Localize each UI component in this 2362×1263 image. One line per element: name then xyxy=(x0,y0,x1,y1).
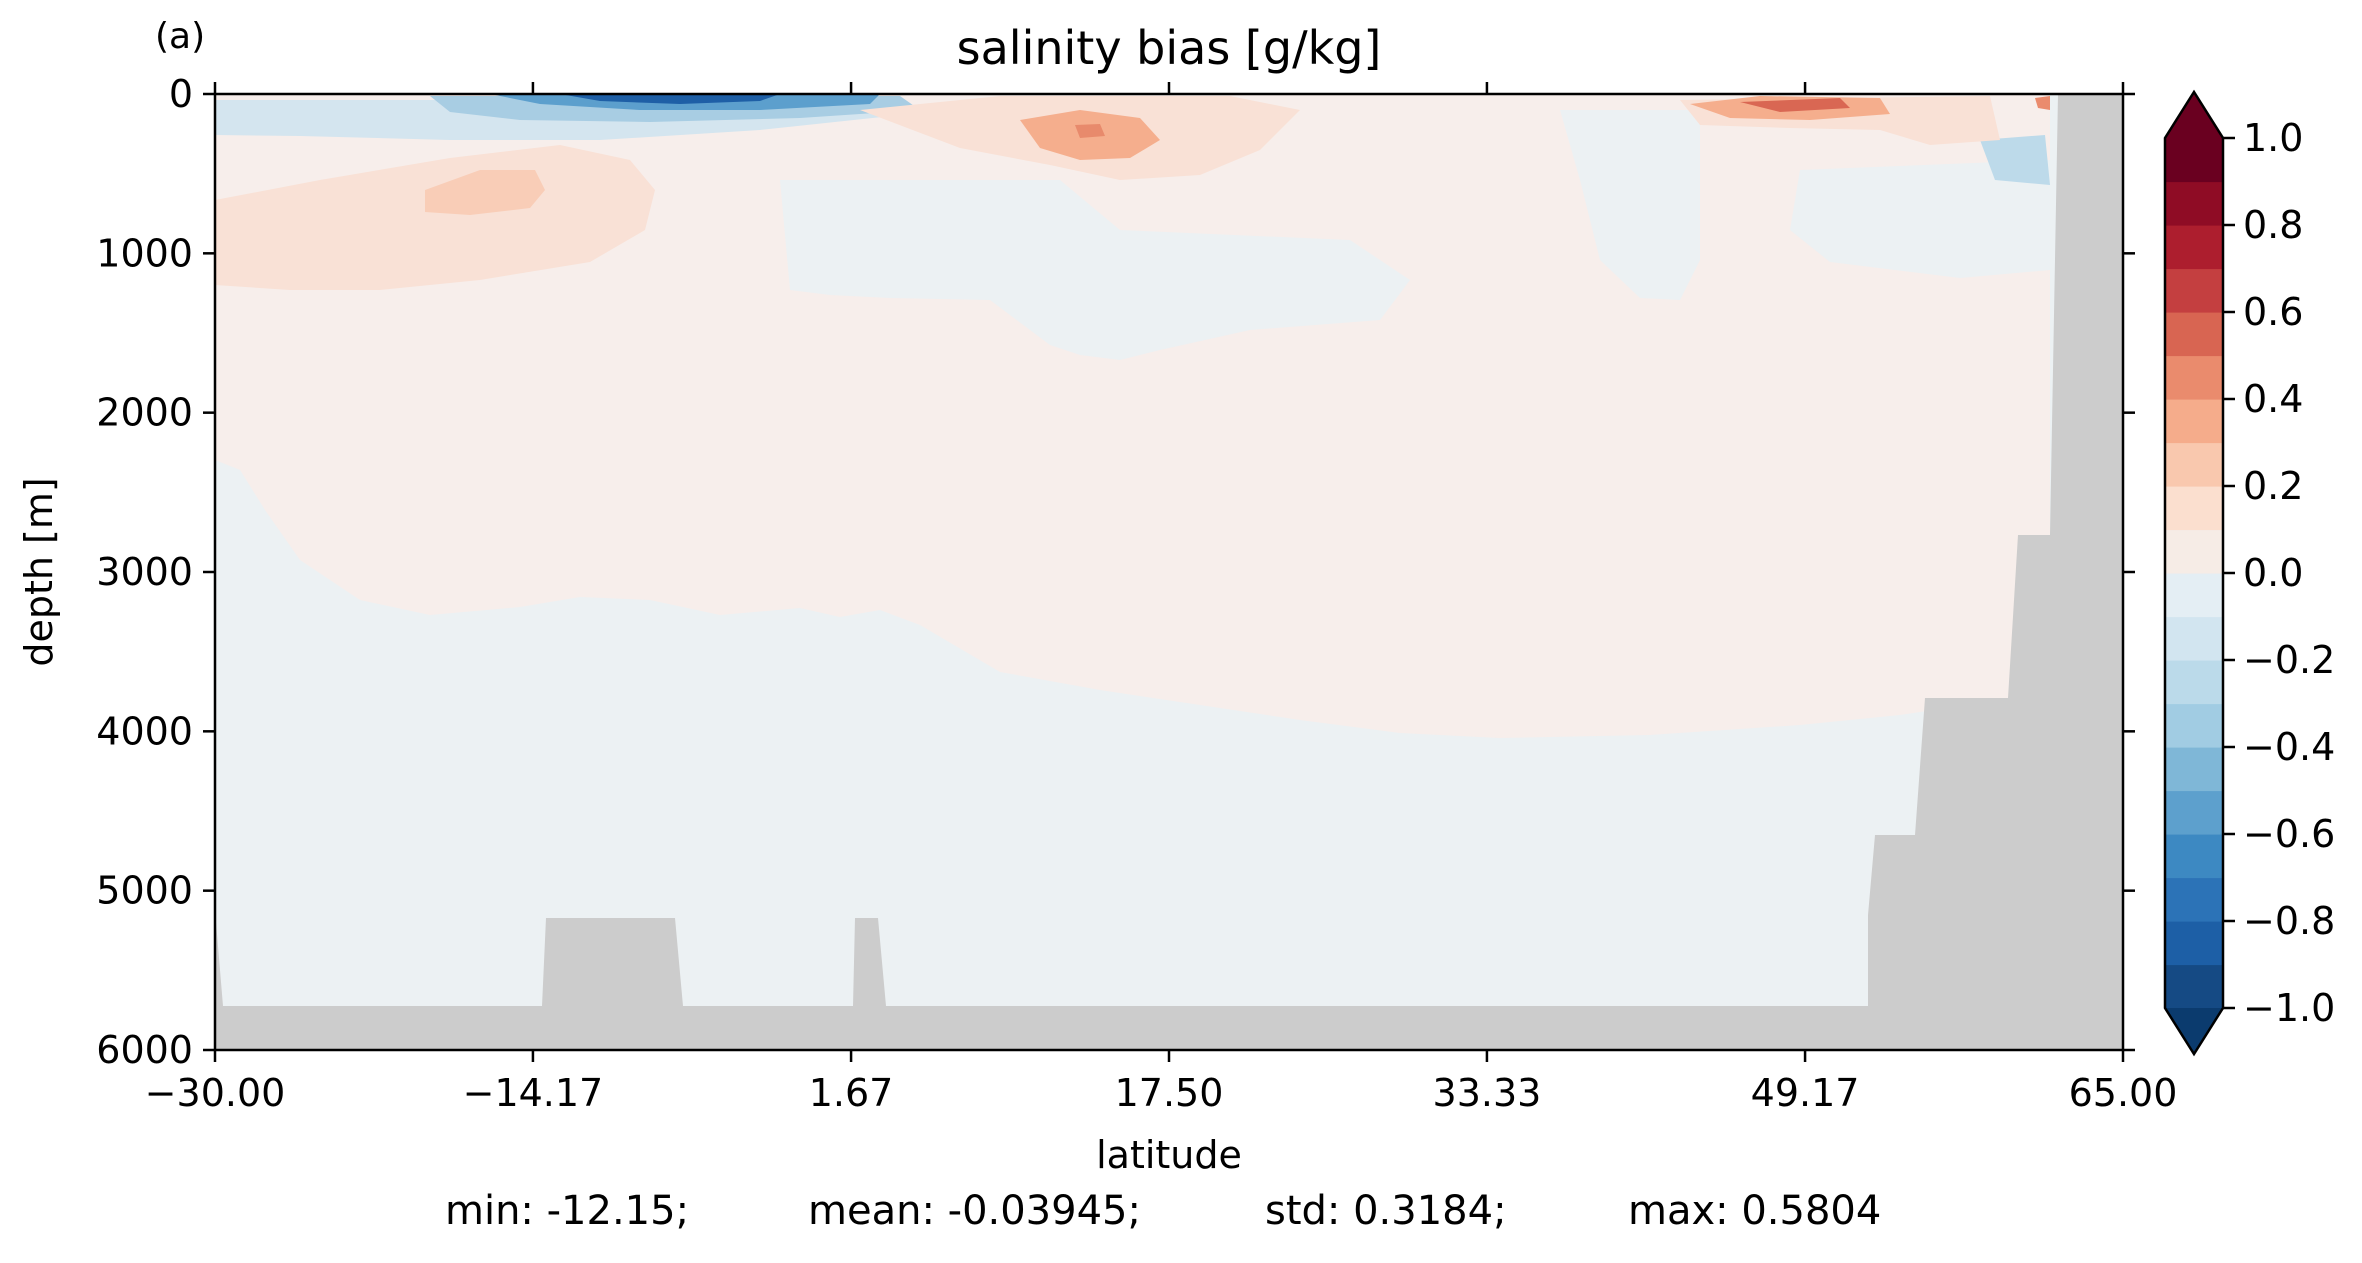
colorbar-level xyxy=(2165,138,2223,183)
colorbar-tick-label: −1.0 xyxy=(2243,986,2335,1030)
y-tick-label: 2000 xyxy=(96,391,193,435)
colorbar-tick-label: 0.2 xyxy=(2243,464,2303,508)
colorbar-tick-label: −0.4 xyxy=(2243,725,2335,769)
colorbar: 1.0 0.8 0.6 0.4 0.2 0.0 −0.2 −0.4 −0.6 −0.8 −1.0 xyxy=(2163,89,2335,1057)
x-axis-label: latitude xyxy=(1096,1133,1242,1177)
northern-fresh-lobe-east xyxy=(1790,160,2050,278)
northern-fresh-lobe xyxy=(1560,110,1700,300)
x-tick-label: 49.17 xyxy=(1751,1071,1860,1115)
colorbar-extend-min xyxy=(2165,1008,2223,1054)
colorbar-level xyxy=(2165,964,2223,1009)
plot-area xyxy=(215,94,2123,1050)
mid-depth-fresh-tongue xyxy=(780,180,1410,360)
colorbar-level xyxy=(2165,573,2223,618)
colorbar-extend-max xyxy=(2165,92,2223,138)
y-tick-label: 0 xyxy=(169,72,193,116)
colorbar-level xyxy=(2165,181,2223,226)
panel-label: (a) xyxy=(155,16,205,57)
colorbar-tick-label: 0.0 xyxy=(2243,551,2303,595)
land-mask xyxy=(215,94,2123,1050)
colorbar-level xyxy=(2165,703,2223,748)
colorbar-level xyxy=(2165,268,2223,313)
colorbar-level xyxy=(2165,747,2223,792)
colorbar-tick-label: −0.2 xyxy=(2243,638,2335,682)
colorbar-level xyxy=(2165,834,2223,879)
colorbar-level xyxy=(2165,616,2223,661)
stat-min: min: -12.15; xyxy=(445,1188,690,1234)
colorbar-level xyxy=(2165,399,2223,444)
colorbar-tick-label: 0.4 xyxy=(2243,377,2303,421)
colorbar-level xyxy=(2165,486,2223,531)
x-tick-label: −14.17 xyxy=(463,1071,604,1115)
colorbar-level xyxy=(2165,790,2223,835)
colorbar-level xyxy=(2165,225,2223,270)
x-tick-label: 65.00 xyxy=(2069,1071,2178,1115)
stats-line: min: -12.15; mean: -0.03945; std: 0.3184… xyxy=(0,1188,2362,1238)
stat-max: max: 0.5804 xyxy=(1628,1188,1882,1234)
northern-salty-core-inner xyxy=(1740,98,1850,112)
colorbar-level xyxy=(2165,312,2223,357)
colorbar-level xyxy=(2165,529,2223,574)
y-tick-label: 4000 xyxy=(96,709,193,753)
colorbar-level xyxy=(2165,355,2223,400)
stat-std: std: 0.3184; xyxy=(1265,1188,1507,1234)
colorbar-tick-label: 0.6 xyxy=(2243,290,2303,334)
y-axis-label: depth [m] xyxy=(17,477,61,666)
colorbar-tick-label: 0.8 xyxy=(2243,203,2303,247)
x-axis: −30.00 −14.17 1.67 17.50 33.33 49.17 65.00 xyxy=(145,82,2178,1115)
y-tick-label: 5000 xyxy=(96,869,193,913)
southern-salty-lens xyxy=(215,145,655,290)
stat-mean: mean: -0.03945; xyxy=(808,1188,1141,1234)
northeast-surface-fresh xyxy=(1980,135,2050,185)
chart-title: salinity bias [g/kg] xyxy=(957,21,1382,75)
y-axis: 0 1000 2000 3000 4000 5000 6000 xyxy=(96,72,2135,1072)
intermediate-water-region xyxy=(215,94,2050,738)
colorbar-tick-label: −0.8 xyxy=(2243,899,2335,943)
colorbar-level xyxy=(2165,877,2223,922)
colorbar-level xyxy=(2165,660,2223,705)
colorbar-level xyxy=(2165,442,2223,487)
colorbar-tick-label: −0.6 xyxy=(2243,812,2335,856)
northeast-salty-spot xyxy=(2035,96,2050,110)
x-tick-label: −30.00 xyxy=(145,1071,286,1115)
y-tick-label: 3000 xyxy=(96,550,193,594)
x-tick-label: 33.33 xyxy=(1433,1071,1542,1115)
y-tick-label: 6000 xyxy=(96,1028,193,1072)
colorbar-tick-label: 1.0 xyxy=(2243,116,2303,160)
equatorial-salty-core-inner xyxy=(1075,124,1105,138)
southern-salty-lens-core xyxy=(425,170,545,215)
y-tick-label: 1000 xyxy=(96,231,193,275)
colorbar-level xyxy=(2165,921,2223,966)
x-tick-label: 1.67 xyxy=(809,1071,894,1115)
south-surface-fresh-core xyxy=(560,94,780,104)
x-tick-label: 17.50 xyxy=(1115,1071,1224,1115)
